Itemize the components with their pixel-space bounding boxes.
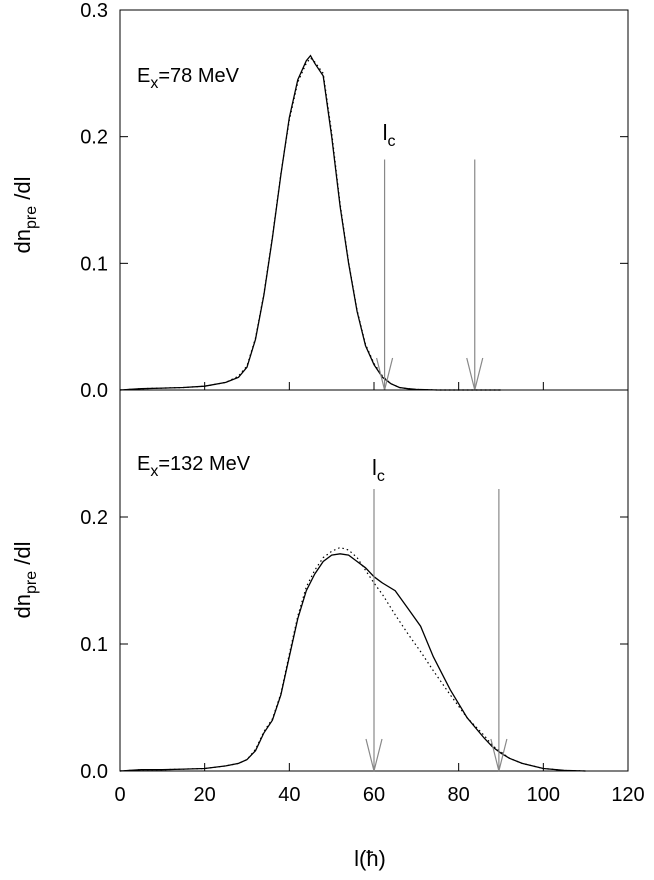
x-tick-label-6: 120 bbox=[611, 784, 644, 806]
x-tick-label-1: 20 bbox=[194, 784, 216, 806]
lc-label-bottom: lc bbox=[372, 455, 385, 485]
y-tick-label-bottom-2: 0.2 bbox=[80, 507, 108, 529]
y-tick-label-bottom-0: 0.0 bbox=[80, 761, 108, 783]
panel-bottom: 0.0 0.1 0.2 0 20 40 60 80 100 120 Ex=132 MeV lc dnpr… bbox=[10, 389, 645, 806]
y-tick-label-top-3: 0.3 bbox=[80, 0, 108, 22]
panel-top: 0.0 0.1 0.2 0.3 Ex=78 MeV lc dnpre /dl bbox=[10, 0, 629, 402]
series-dotted-line-bottom bbox=[119, 546, 586, 772]
series-dotted-line-top bbox=[119, 57, 501, 391]
y-tick-label-top-2: 0.2 bbox=[80, 127, 108, 149]
y-tick-label-top-0: 0.0 bbox=[80, 380, 108, 402]
y-tick-label-top-1: 0.1 bbox=[80, 253, 108, 275]
arrow-head-bottom-1 bbox=[490, 738, 508, 772]
arrow-head-bottom-0 bbox=[365, 738, 383, 772]
y-axis-label-bottom: dnpre /dl bbox=[10, 542, 40, 619]
x-tick-label-2: 40 bbox=[278, 784, 300, 806]
series-solid-line-top bbox=[119, 54, 501, 391]
panel-label-bottom: Ex=132 MeV bbox=[137, 453, 251, 480]
x-tick-label-0: 0 bbox=[114, 784, 125, 806]
x-tick-label-5: 100 bbox=[527, 784, 560, 806]
y-tick-label-bottom-1: 0.1 bbox=[80, 634, 108, 656]
panel-label-top: Ex=78 MeV bbox=[137, 65, 240, 92]
lc-label-top: lc bbox=[383, 120, 396, 150]
y-axis-label-top: dnpre /dl bbox=[10, 177, 40, 254]
x-tick-label-4: 80 bbox=[448, 784, 470, 806]
x-axis-label: l(ħ) bbox=[354, 846, 386, 871]
series-solid-line-bottom bbox=[119, 553, 586, 772]
x-tick-label-3: 60 bbox=[363, 784, 385, 806]
